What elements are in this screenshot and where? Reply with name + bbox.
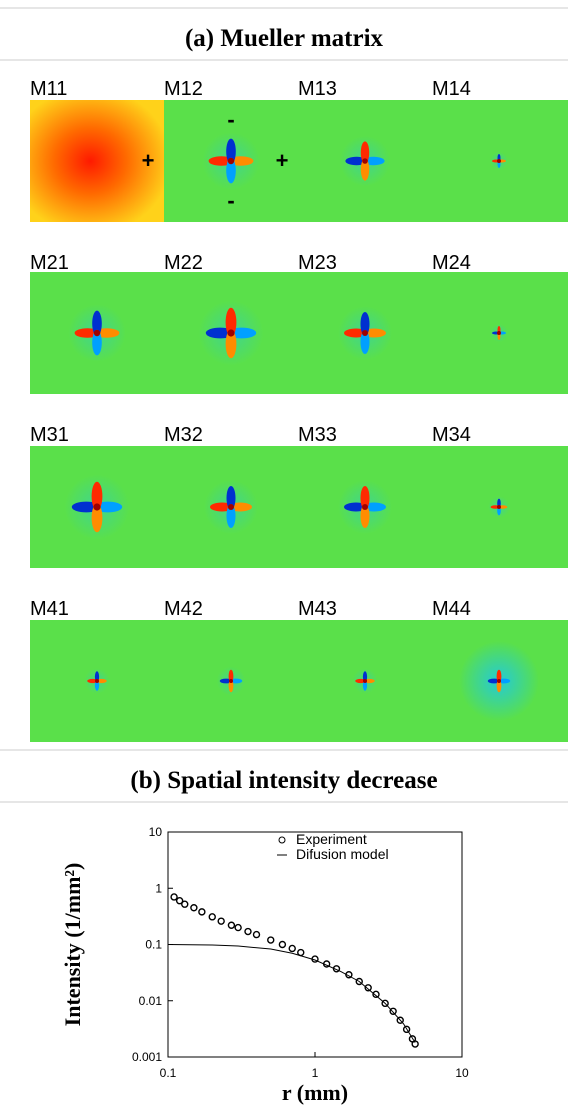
element-label: M31 (30, 424, 69, 446)
element-label: M13 (298, 78, 337, 100)
lobe (91, 481, 103, 511)
y-tick-label: 0.1 (145, 938, 162, 952)
data-point (278, 940, 287, 949)
element-label: M43 (298, 598, 337, 620)
y-tick-label: 1 (155, 881, 162, 895)
element-label: M22 (164, 252, 203, 274)
lobe (360, 158, 370, 181)
data-point (288, 944, 296, 953)
center (95, 679, 99, 683)
center (362, 330, 368, 336)
center (228, 504, 234, 510)
legend-label: Difusion model (296, 846, 389, 862)
center (93, 503, 101, 511)
y-tick-label: 10 (149, 825, 163, 839)
data-point (252, 930, 261, 939)
center (497, 679, 501, 683)
lobe (496, 669, 502, 683)
center (497, 331, 501, 335)
element-label: M42 (164, 598, 203, 620)
mueller-matrix: M11 M12 M13 M14 M21 M22 M23 M24 M31 M32 M33 M34 M41 M… (30, 78, 568, 742)
data-point (208, 913, 216, 921)
data-point (234, 923, 242, 932)
element-label: M32 (164, 424, 203, 446)
x-tick-label: 0.1 (160, 1066, 177, 1080)
lobe (92, 329, 102, 356)
center (363, 679, 367, 683)
model-line (167, 944, 416, 1043)
center (93, 329, 101, 337)
center (229, 679, 233, 683)
lobe (92, 310, 102, 337)
lobe (228, 669, 234, 683)
annotation: + (276, 148, 289, 173)
data-point (190, 904, 198, 912)
element-label: M12 (164, 78, 203, 100)
element-label: M14 (432, 78, 471, 100)
x-axis-label: r (mm) (282, 1080, 348, 1105)
lobe (226, 504, 236, 528)
center (362, 504, 368, 510)
data-point (355, 977, 363, 986)
data-point (181, 900, 189, 908)
lobe (226, 486, 236, 510)
lobe (225, 329, 237, 359)
center (497, 159, 501, 163)
data-point (170, 893, 178, 901)
element-label: M34 (432, 424, 471, 446)
element-label: M21 (30, 252, 69, 274)
chart: 0.1 1 10 0.001 0.01 0.1 1 10 r (mm) Intensity (1/… (60, 825, 469, 1105)
center (227, 329, 235, 337)
data-point (198, 908, 206, 916)
y-tick-label: 0.01 (139, 994, 163, 1008)
lobe (360, 330, 370, 354)
x-tick-label: 1 (312, 1066, 319, 1080)
data-point (175, 897, 184, 905)
image (30, 100, 164, 222)
data-point (227, 921, 236, 929)
data-point (217, 917, 225, 925)
annotation: - (227, 107, 234, 132)
center (362, 158, 368, 164)
element-label: M23 (298, 252, 337, 274)
data-point (402, 1025, 411, 1034)
center (497, 505, 501, 509)
legend-marker (278, 836, 286, 844)
lobe (360, 486, 370, 510)
element-label: M33 (298, 424, 337, 446)
lobe (226, 157, 236, 184)
lobe (360, 141, 370, 164)
data-point (411, 1040, 419, 1048)
center (227, 157, 235, 165)
element-label: M24 (432, 252, 471, 274)
data-point (267, 936, 275, 944)
lobe (91, 503, 103, 533)
element-label: M41 (30, 598, 69, 620)
panel-title: (b) Spatial intensity decrease (130, 767, 437, 794)
annotation: + (142, 148, 155, 173)
element-label: M44 (432, 598, 471, 620)
lobe (360, 312, 370, 336)
data-point (364, 984, 372, 992)
lobe (226, 138, 236, 165)
data-point (396, 1016, 404, 1024)
annotation: - (227, 188, 234, 213)
legend-label: Experiment (296, 831, 367, 847)
panel-title: (a) Mueller matrix (185, 25, 384, 52)
data-point (381, 999, 389, 1008)
y-axis-label: Intensity (1/mm²) (60, 863, 85, 1027)
lobe (225, 307, 237, 337)
lobe (360, 504, 370, 528)
data-point (372, 990, 380, 999)
x-tick-label: 10 (455, 1066, 469, 1080)
data-point (389, 1007, 397, 1015)
data-point (244, 927, 252, 936)
element-label: M11 (30, 78, 67, 100)
y-tick-label: 0.001 (132, 1050, 162, 1064)
